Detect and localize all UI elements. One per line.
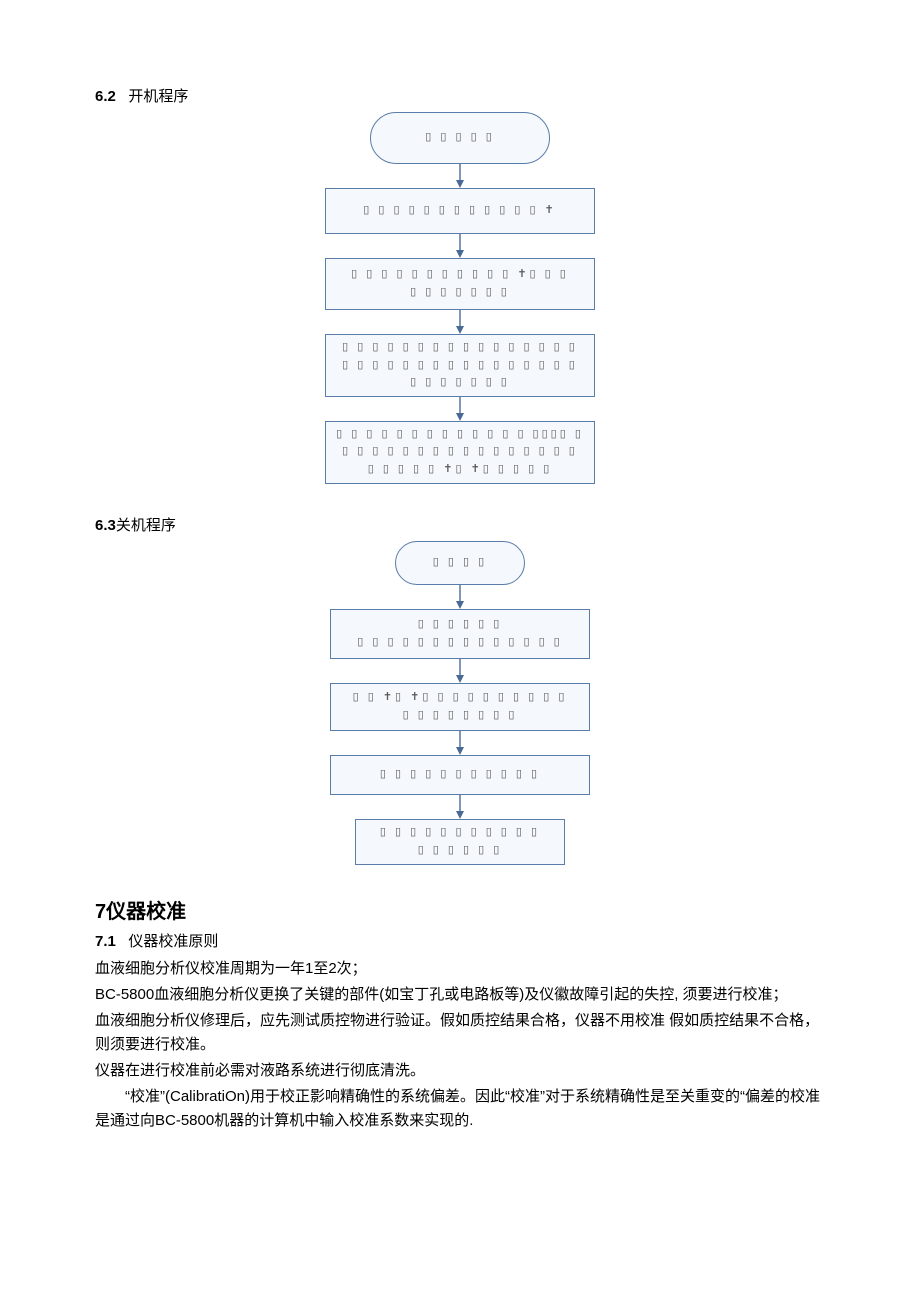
flow-arrow-icon	[453, 585, 467, 609]
section-6-2-num: 6.2	[95, 88, 116, 105]
section-6-2-heading: 6.2 开机程序	[95, 85, 825, 106]
section-6-2-title: 开机程序	[128, 88, 188, 105]
flow-node: ▯ ▯ ▯ ▯ ▯ ▯ ▯ ▯ ▯ ▯ ▯	[330, 755, 590, 795]
section-6-3-heading: 6.3关机程序	[95, 514, 825, 535]
section-7-1-num: 7.1	[95, 933, 116, 950]
para-7-1-a: 血液细胞分析仪校准周期为一年1至2次；	[95, 957, 825, 981]
flow-node: ▯ ▯ ▯ ▯ ▯ ▯ ▯ ▯ ▯ ▯ ▯ ▯ ▯ ▯ ▯ ▯▯ ▯ ▯ ▯ ▯…	[325, 334, 595, 397]
section-6-3-num: 6.3	[95, 517, 116, 534]
para-7-1-e: “校准”(CalibratiOn)用于校正影响精确性的系统偏差。因此“校准”对于…	[95, 1085, 825, 1133]
flow-node: ▯ ▯ ▯ ▯ ▯ ▯ ▯ ▯ ▯ ▯ ▯▯ ▯ ▯ ▯ ▯ ▯	[355, 819, 565, 865]
para-7-1-b: BC-5800血液细胞分析仪更换了关键的部件(如宝丁孔或电路板等)及仪徽故障引起…	[95, 983, 825, 1007]
flow-arrow-icon	[453, 397, 467, 421]
section-7-heading: 7仪器校准	[95, 895, 825, 924]
flowchart-startup: ▯ ▯ ▯ ▯ ▯ ▯ ▯ ▯ ▯ ▯ ▯ ▯ ▯ ▯ ▯ ▯ ▯ ✝ ▯ ▯ …	[95, 112, 825, 484]
para-7-1-c: 血液细胞分析仪修理后，应先测试质控物进行验证。假如质控结果合格，仪器不用校准 假…	[95, 1009, 825, 1057]
flow-arrow-icon	[453, 164, 467, 188]
flow-arrow-icon	[453, 310, 467, 334]
flow-arrow-icon	[453, 234, 467, 258]
section-7-1-heading: 7.1 仪器校准原则	[95, 930, 825, 951]
flow-node: ▯ ▯ ✝▯ ✝▯ ▯ ▯ ▯ ▯ ▯ ▯ ▯ ▯ ▯▯ ▯ ▯ ▯ ▯ ▯ ▯…	[330, 683, 590, 731]
flow-node: ▯ ▯ ▯ ▯ ▯ ▯ ▯ ▯ ▯ ▯ ▯ ▯ ▯ ▯▯▯▯ ▯▯ ▯ ▯ ▯ …	[325, 421, 595, 484]
flow-node: ▯ ▯ ▯ ▯ ▯ ▯ ▯ ▯ ▯ ▯ ▯ ▯ ✝	[325, 188, 595, 234]
flowchart-shutdown: ▯ ▯ ▯ ▯ ▯ ▯ ▯ ▯ ▯ ▯▯ ▯ ▯ ▯ ▯ ▯ ▯ ▯ ▯ ▯ ▯…	[95, 541, 825, 865]
flow-node: ▯ ▯ ▯ ▯ ▯ ▯ ▯ ▯ ▯ ▯ ▯ ✝▯ ▯ ▯▯ ▯ ▯ ▯ ▯ ▯ …	[325, 258, 595, 310]
section-6-3-title: 关机程序	[116, 517, 176, 534]
para-7-1-d: 仪器在进行校准前必需对液路系统进行彻底清洗。	[95, 1059, 825, 1083]
flow-arrow-icon	[453, 795, 467, 819]
flow-node: ▯ ▯ ▯ ▯	[395, 541, 525, 585]
flow-node: ▯ ▯ ▯ ▯ ▯ ▯▯ ▯ ▯ ▯ ▯ ▯ ▯ ▯ ▯ ▯ ▯ ▯ ▯ ▯	[330, 609, 590, 659]
section-7-1-title: 仪器校准原则	[128, 933, 218, 950]
flow-node: ▯ ▯ ▯ ▯ ▯	[370, 112, 550, 164]
flow-arrow-icon	[453, 731, 467, 755]
flow-arrow-icon	[453, 659, 467, 683]
